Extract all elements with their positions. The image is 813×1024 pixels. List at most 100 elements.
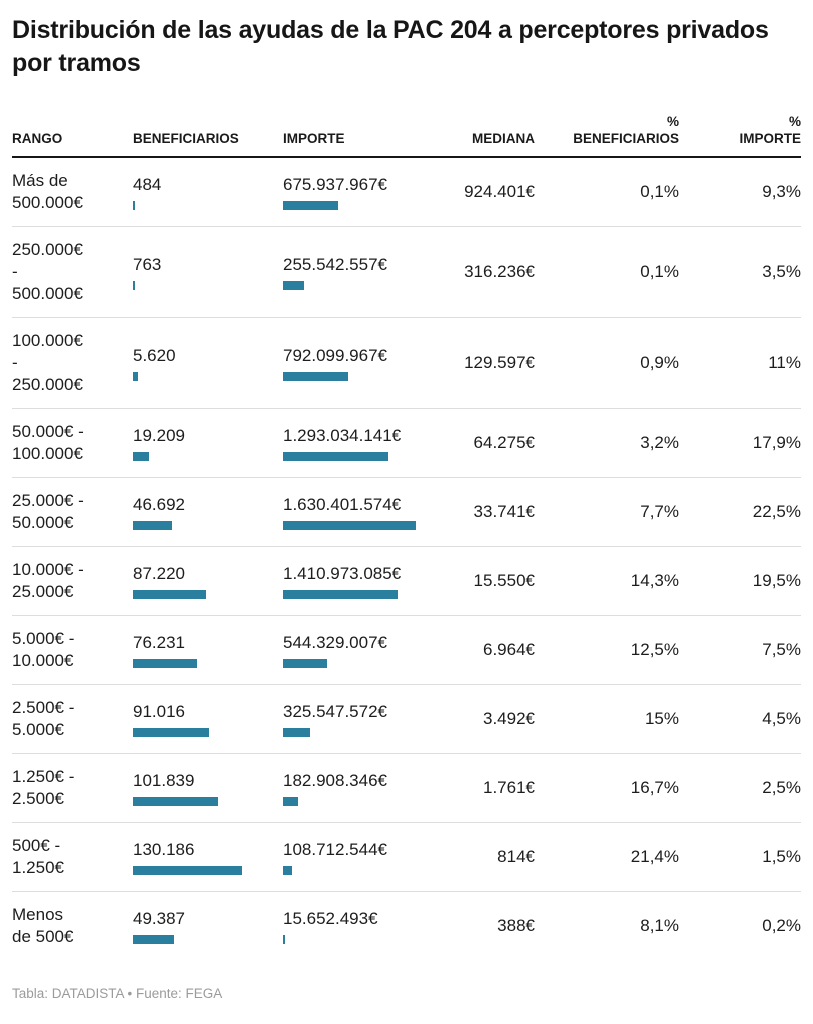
beneficiaries-bar-track <box>133 935 283 944</box>
median-cell: 1.761€ <box>483 778 535 797</box>
amount-value: 1.410.973.085€ <box>283 564 402 583</box>
amount-bar-track <box>283 452 455 461</box>
median-cell: 15.550€ <box>473 571 535 590</box>
column-header-importe: IMPORTE <box>283 131 345 146</box>
median-cell: 924.401€ <box>464 182 535 201</box>
pct-beneficiaries-cell: 0,1% <box>640 262 679 281</box>
amount-value: 255.542.557€ <box>283 255 387 274</box>
amount-bar-track <box>283 797 455 806</box>
range-cell: 5.000€ - 10.000€ <box>12 629 75 670</box>
amount-bar <box>283 866 292 875</box>
table-body: Más de 500.000€ 484 675.937.967€ 924.401… <box>12 158 801 960</box>
amount-value: 792.099.967€ <box>283 346 387 365</box>
range-cell: 50.000€ - 100.000€ <box>12 422 84 463</box>
amount-cell: 792.099.967€ <box>283 345 455 381</box>
column-header-pct-importe: % IMPORTE <box>739 114 801 146</box>
median-cell: 316.236€ <box>464 262 535 281</box>
beneficiaries-bar <box>133 452 150 461</box>
table-row: 25.000€ - 50.000€ 46.692 1.630.401.574€ … <box>12 478 801 547</box>
amount-bar-track <box>283 590 455 599</box>
table-row: 50.000€ - 100.000€ 19.209 1.293.034.141€… <box>12 409 801 478</box>
beneficiaries-value: 87.220 <box>133 564 185 583</box>
beneficiaries-value: 91.016 <box>133 702 185 721</box>
pct-amount-cell: 11% <box>768 353 801 372</box>
amount-value: 544.329.007€ <box>283 633 387 652</box>
beneficiaries-bar <box>133 372 138 381</box>
beneficiaries-bar-track <box>133 797 283 806</box>
amount-bar <box>283 728 310 737</box>
table-row: 100.000€ - 250.000€ 5.620 792.099.967€ 1… <box>12 318 801 409</box>
range-cell: 2.500€ - 5.000€ <box>12 698 75 739</box>
pct-amount-cell: 2,5% <box>762 778 801 797</box>
beneficiaries-bar-track <box>133 281 283 290</box>
beneficiaries-cell: 46.692 <box>133 494 283 530</box>
amount-cell: 1.410.973.085€ <box>283 563 455 599</box>
amount-bar-track <box>283 935 455 944</box>
beneficiaries-bar <box>133 935 175 944</box>
beneficiaries-value: 19.209 <box>133 426 185 445</box>
table-row: 10.000€ - 25.000€ 87.220 1.410.973.085€ … <box>12 547 801 616</box>
beneficiaries-bar-track <box>133 372 283 381</box>
range-cell: Más de 500.000€ <box>12 171 83 212</box>
beneficiaries-bar-track <box>133 201 283 210</box>
beneficiaries-value: 76.231 <box>133 633 185 652</box>
beneficiaries-bar <box>133 590 207 599</box>
pct-beneficiaries-cell: 15% <box>644 709 679 728</box>
table-row: Más de 500.000€ 484 675.937.967€ 924.401… <box>12 158 801 227</box>
range-cell: 1.250€ - 2.500€ <box>12 767 75 808</box>
range-cell: 10.000€ - 25.000€ <box>12 560 84 601</box>
data-table: RANGO BENEFICIARIOS IMPORTE MEDIANA % BE… <box>12 113 801 960</box>
pct-amount-cell: 19,5% <box>752 571 801 590</box>
beneficiaries-cell: 484 <box>133 174 283 210</box>
pct-amount-cell: 3,5% <box>762 262 801 281</box>
amount-cell: 108.712.544€ <box>283 839 455 875</box>
amount-bar <box>283 659 328 668</box>
median-cell: 814€ <box>497 847 535 866</box>
amount-bar <box>283 935 285 944</box>
amount-value: 325.547.572€ <box>283 702 387 721</box>
amount-cell: 675.937.967€ <box>283 174 455 210</box>
table-row: 250.000€ - 500.000€ 763 255.542.557€ 316… <box>12 227 801 318</box>
column-header-beneficiarios: BENEFICIARIOS <box>133 131 239 146</box>
amount-cell: 1.630.401.574€ <box>283 494 455 530</box>
beneficiaries-cell: 76.231 <box>133 632 283 668</box>
median-cell: 64.275€ <box>473 433 535 452</box>
amount-bar-track <box>283 281 455 290</box>
amount-value: 675.937.967€ <box>283 175 387 194</box>
amount-cell: 255.542.557€ <box>283 254 455 290</box>
amount-cell: 325.547.572€ <box>283 701 455 737</box>
table-row: 5.000€ - 10.000€ 76.231 544.329.007€ 6.9… <box>12 616 801 685</box>
table-header-row: RANGO BENEFICIARIOS IMPORTE MEDIANA % BE… <box>12 113 801 158</box>
column-header-pct-beneficiarios: % BENEFICIARIOS <box>573 114 679 146</box>
amount-cell: 182.908.346€ <box>283 770 455 806</box>
range-cell: Menos de 500€ <box>12 905 74 946</box>
amount-value: 15.652.493€ <box>283 909 378 928</box>
beneficiaries-bar-track <box>133 590 283 599</box>
amount-bar-track <box>283 372 455 381</box>
beneficiaries-bar <box>133 659 197 668</box>
amount-bar-track <box>283 201 455 210</box>
beneficiaries-cell: 19.209 <box>133 425 283 461</box>
beneficiaries-cell: 5.620 <box>133 345 283 381</box>
beneficiaries-cell: 130.186 <box>133 839 283 875</box>
column-header-mediana: MEDIANA <box>472 131 535 146</box>
beneficiaries-value: 49.387 <box>133 909 185 928</box>
table-row: 1.250€ - 2.500€ 101.839 182.908.346€ 1.7… <box>12 754 801 823</box>
page-title: Distribución de las ayudas de la PAC 204… <box>12 16 769 77</box>
beneficiaries-value: 5.620 <box>133 346 176 365</box>
pct-amount-cell: 4,5% <box>762 709 801 728</box>
range-cell: 100.000€ - 250.000€ <box>12 331 83 394</box>
amount-value: 1.630.401.574€ <box>283 495 402 514</box>
median-cell: 129.597€ <box>464 353 535 372</box>
table-row: 500€ - 1.250€ 130.186 108.712.544€ 814€ … <box>12 823 801 892</box>
pct-beneficiaries-cell: 8,1% <box>640 916 679 935</box>
pct-amount-cell: 9,3% <box>762 182 801 201</box>
beneficiaries-value: 763 <box>133 255 162 274</box>
beneficiaries-bar <box>133 281 135 290</box>
beneficiaries-cell: 101.839 <box>133 770 283 806</box>
pct-beneficiaries-cell: 7,7% <box>640 502 679 521</box>
pct-beneficiaries-cell: 16,7% <box>630 778 679 797</box>
beneficiaries-bar-track <box>133 659 283 668</box>
pct-beneficiaries-cell: 0,1% <box>640 182 679 201</box>
amount-bar <box>283 797 298 806</box>
